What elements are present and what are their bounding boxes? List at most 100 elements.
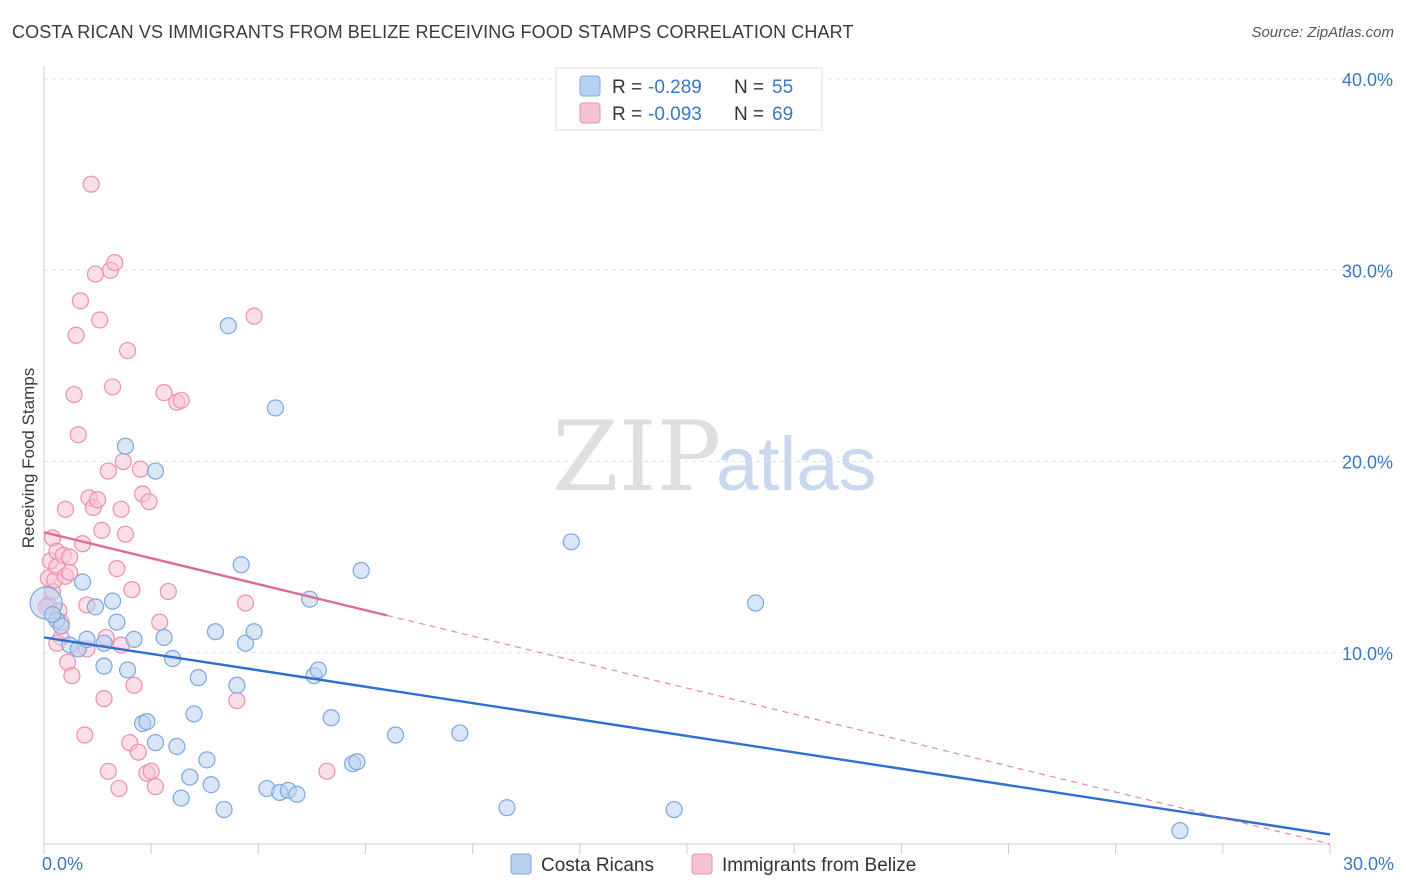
costa-rica-point-34 [245,623,263,641]
belize-point-44 [116,525,135,543]
belize-point-64 [318,762,336,780]
legend-r-label-2: R = [612,104,642,125]
watermark: ZIP atlas [552,401,877,513]
costa-rica-point-16 [138,712,156,731]
costa-rica-point-39 [288,785,306,803]
y-tick-labels: 10.0% 20.0% 30.0% 40.0% [1342,70,1393,664]
costa-rica-point-48 [451,724,469,742]
costa-rica-point-22 [172,789,190,807]
costa-rica-point-51 [665,800,683,819]
watermark-zip: ZIP [552,401,721,513]
costa-rica-point-32 [232,556,250,574]
belize-point-45 [118,341,137,360]
belize-point-63 [245,307,263,325]
costa-rica-point-19 [155,628,173,647]
axes [43,66,1331,854]
bottom-legend-belize: Immigrants from Belize [722,855,916,876]
costa-rica-point-17 [146,734,165,752]
costa-rica-point-42 [309,661,327,679]
belize-point-32 [93,521,111,539]
y-tick-label-0: 10.0% [1342,644,1393,664]
costa-rica-point-53 [1171,822,1189,840]
legend-n-value-2: 69 [772,104,793,125]
costa-rica-point-50 [562,533,580,551]
belize-point-27 [82,175,100,193]
costa-rica-point-52 [746,594,765,612]
belize-point-38 [103,378,122,396]
belize-point-33 [95,690,113,708]
belize-point-40 [108,559,126,578]
legend-n-label-1: N = [734,77,764,98]
belize-point-31 [91,311,109,329]
belize-point-30 [88,491,107,509]
belize-point-43 [114,452,132,471]
legend-n-label-2: N = [734,104,764,125]
costa-rica-point-18 [146,462,165,480]
belize-point-48 [125,676,143,694]
costa-rica-point-29 [215,800,233,819]
costa-rica-point-14 [125,630,143,648]
costa-rica-point-28 [206,623,225,641]
belize-point-20 [69,426,87,444]
legend-swatch-blue [579,75,601,97]
belize-point-36 [99,762,117,780]
belize-point-49 [129,743,147,761]
belize-point-29 [86,265,105,283]
costa-rica-point-12 [116,437,135,455]
belize-point-12 [56,500,75,518]
belize-point-61 [228,691,246,710]
costa-rica-point-33 [236,634,255,652]
belize-point-47 [123,581,141,599]
costa-rica-point-5 [73,573,92,591]
costa-rica-point-46 [352,561,370,580]
belize-point-18 [65,385,83,404]
legend-r-value-2: -0.093 [648,104,702,125]
x-tick-label-max: 30.0% [1343,854,1394,874]
chart-title: COSTA RICAN VS IMMIGRANTS FROM BELIZE RE… [12,22,854,42]
belize-point-50 [131,460,150,478]
legend-r-value-1: -0.289 [648,77,702,98]
trend-lines [43,531,1331,845]
costa-rica-point-24 [185,705,203,723]
belize-point-60 [172,391,190,409]
costa-rica-point-9 [95,657,113,675]
belize-point-55 [146,778,165,796]
legend-swatch-pink [579,102,601,124]
belize-point-41 [110,779,128,798]
costa-rica-point-36 [266,399,285,417]
y-tick-label-1: 20.0% [1342,453,1393,473]
y-axis-label: Receiving Food Stamps [19,368,38,548]
y-tick-label-2: 30.0% [1342,261,1393,281]
bottom-legend-swatch-blue [510,853,532,875]
costa-rica-point-43 [322,709,340,727]
belize-point-53 [140,493,158,511]
belize-point-15 [61,548,79,566]
trend-line-belize-solid [43,531,388,617]
costa-rica-point-2 [52,617,70,635]
costa-rica-point-10 [103,592,122,610]
costa-rica-point-47 [386,726,405,744]
bottom-legend-swatch-pink [691,853,713,875]
watermark-atlas: atlas [716,422,877,507]
costa-rica-point-23 [181,768,199,786]
series-costa-rica-points [29,317,1189,840]
legend-box: R = -0.289 N = 55 R = -0.093 N = 69 [555,67,823,131]
legend-n-value-1: 55 [772,77,793,98]
costa-rica-point-7 [86,598,105,616]
costa-rica-point-27 [202,776,220,794]
belize-point-62 [236,594,255,612]
x-tick-label-min: 0.0% [42,854,83,874]
belize-point-39 [106,254,124,272]
costa-rica-point-45 [348,753,366,771]
bottom-legend: Costa Ricans Immigrants from Belize [510,853,916,876]
belize-point-42 [112,500,130,518]
belize-point-17 [63,667,81,685]
costa-rica-point-25 [189,669,207,687]
belize-point-56 [151,613,169,631]
source-label: Source: ZipAtlas.com [1251,24,1394,41]
trend-line-costa-ricans [43,636,1331,836]
belize-point-19 [67,326,85,344]
y-tick-label-3: 40.0% [1342,70,1393,90]
bottom-legend-costa-ricans: Costa Ricans [541,855,654,876]
